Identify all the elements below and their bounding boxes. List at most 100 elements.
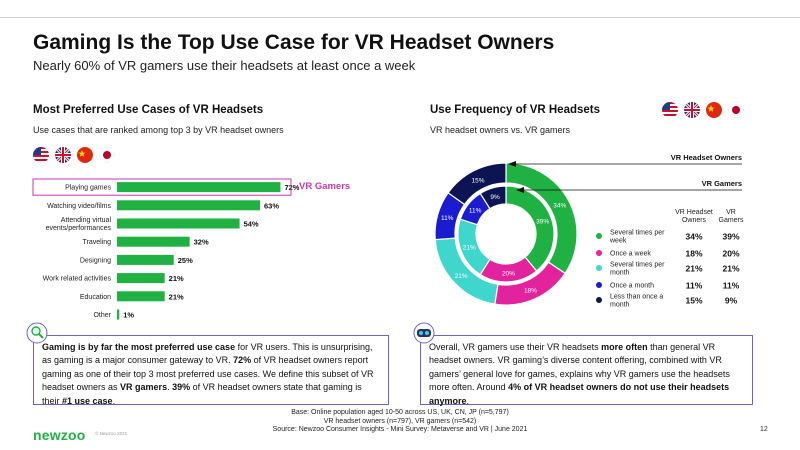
gamers-value: 39% — [722, 232, 739, 242]
inner-ring-slice-label: 20% — [502, 270, 515, 277]
outer-ring-slice — [447, 162, 507, 206]
legend-label: Once a month — [610, 283, 654, 290]
outer-ring-slice-label: 34% — [553, 203, 566, 210]
right-flag-row — [662, 102, 744, 118]
vr-headset-icon — [413, 322, 435, 344]
gamers-value: 11% — [723, 281, 740, 291]
note-left-text-3: . — [167, 382, 173, 393]
note-left-text-4: of VR headset owners state that gaming i… — [42, 382, 362, 406]
bar — [117, 254, 174, 265]
col-header-gamers-line2: Gamers — [719, 217, 744, 224]
note-left-bold-1: Gaming is by far the most preferred use … — [42, 342, 236, 352]
outer-ring-slice-label: 11% — [441, 215, 454, 222]
bar-category-label: Traveling — [82, 239, 111, 246]
newzoo-logo: newzoo — [33, 427, 86, 443]
footer-sample-line: VR headset owners (n=797), VR gamers (n=… — [323, 417, 477, 425]
outer-ring-slice-label: 21% — [455, 273, 468, 280]
bar-category-label: Education — [80, 294, 111, 301]
note-left-bold-4: 39% — [172, 382, 191, 393]
top-divider — [0, 17, 800, 18]
note-left-bold-2: 72% — [233, 355, 252, 366]
inner-ring-callout-arrow — [516, 187, 524, 193]
bar-value-label: 54% — [244, 220, 259, 229]
right-section-subtitle: VR headset owners vs. VR gamers — [430, 125, 571, 135]
bar-category-label: Watching video/films — [47, 203, 111, 210]
bar — [117, 273, 165, 284]
outer-ring-slice-label: 18% — [524, 287, 537, 294]
inner-ring-label: VR Gamers — [702, 179, 742, 188]
legend-swatch — [596, 297, 602, 303]
legend-swatch — [596, 282, 602, 288]
owners-value: 15% — [685, 296, 702, 306]
note-right-text-1: Overall, VR gamers use their VR headsets — [429, 342, 602, 352]
col-header-owners-line1: VR Headset — [675, 209, 713, 216]
note-right-bold-2: 4% of VR headset owners do not use their… — [429, 382, 730, 406]
bar-highlight-frame — [32, 178, 292, 196]
japan-flag-icon — [99, 147, 115, 163]
bar — [117, 182, 281, 193]
inner-ring-slice-label: 9% — [490, 194, 500, 201]
inner-ring-slice-label: 11% — [469, 208, 482, 215]
legend-label: Several times per week — [609, 230, 665, 245]
japan-flag-icon — [728, 102, 744, 118]
legend-swatch — [596, 233, 602, 239]
page-subtitle: Nearly 60% of VR gamers use their headse… — [33, 58, 416, 73]
ring-callouts: VR Headset Owners VR Gamers — [508, 153, 742, 193]
bar-value-label: 32% — [194, 238, 209, 247]
left-flag-row — [33, 147, 115, 163]
copyright: © Newzoo 2021 — [95, 431, 128, 436]
bar-category-label: Attending virtual events/performances — [46, 217, 112, 232]
right-section-title: Use Frequency of VR Headsets — [430, 104, 601, 116]
bar-value-label: 72% — [284, 183, 299, 192]
owners-value: 11% — [686, 281, 703, 291]
vr-gamers-highlight-label: VR Gamers — [299, 181, 351, 192]
us-flag-icon — [662, 102, 678, 118]
bar-category-label: Other — [93, 312, 111, 319]
outer-ring-slice-label: 15% — [472, 177, 485, 184]
note-right-text-3: . — [466, 395, 470, 406]
bar — [117, 218, 240, 229]
footer-base-line: Base: Online population aged 10-50 acros… — [291, 409, 509, 416]
left-section-title: Most Preferred Use Cases of VR Headsets — [33, 104, 264, 116]
outer-ring-label: VR Headset Owners — [671, 153, 742, 162]
left-section-subtitle: Use cases that are ranked among top 3 by… — [33, 125, 284, 135]
bar — [117, 200, 261, 211]
use-cases-bar-chart: Playing games 72% Watching video/films 63% A… — [32, 178, 300, 320]
outer-ring-callout-arrow — [508, 161, 516, 167]
note-left-bold-3: VR gamers — [120, 382, 168, 393]
right-insight-box: Overall, VR gamers use their VR headsets… — [420, 335, 753, 406]
page-title: Gaming Is the Top Use Case for VR Headse… — [33, 31, 555, 54]
bar-value-label: 1% — [123, 311, 134, 320]
legend-swatch — [596, 265, 602, 271]
legend-label: Once a week — [610, 251, 651, 258]
bar-value-label: 25% — [178, 256, 193, 265]
bar-category-label: Designing — [80, 257, 111, 264]
note-right-bold-1: more often — [601, 342, 648, 352]
note-left-bold-5: #1 use case — [62, 395, 113, 406]
uk-flag-icon — [684, 102, 700, 118]
legend-label: Several times per month — [610, 262, 665, 277]
bar-value-label: 21% — [169, 292, 184, 301]
inner-ring-slice — [479, 185, 507, 210]
bar — [117, 309, 120, 320]
owners-value: 21% — [685, 264, 702, 274]
bar-category-label: Work related activities — [43, 276, 112, 283]
note-right-text-2: than general VR headset owners. VR gamin… — [429, 342, 730, 393]
owners-value: 18% — [685, 249, 702, 259]
gamers-value: 21% — [722, 264, 739, 274]
uk-flag-icon — [55, 147, 71, 163]
bar — [117, 236, 190, 247]
gamers-value: 9% — [725, 296, 738, 306]
note-left-text-1: for VR users. This is unsurprising, as g… — [42, 342, 373, 366]
magnifier-insight-icon — [26, 322, 48, 344]
bar-category-label: Playing games — [65, 185, 111, 192]
legend-label: Less than once a month — [610, 294, 663, 309]
gamers-value: 20% — [722, 249, 739, 259]
inner-ring-slice-label: 21% — [463, 245, 476, 252]
inner-ring-slice-label: 39% — [536, 218, 549, 225]
china-flag-icon — [77, 147, 93, 163]
china-flag-icon — [706, 102, 722, 118]
legend-swatch — [596, 250, 602, 256]
footer-source-line: Source: Newzoo Consumer Insights - Mini … — [272, 426, 528, 434]
use-frequency-donut-chart: 34% 18% 21% 11% 15% 39% 20% 21% 11% 9% VR Headset… — [434, 153, 744, 309]
